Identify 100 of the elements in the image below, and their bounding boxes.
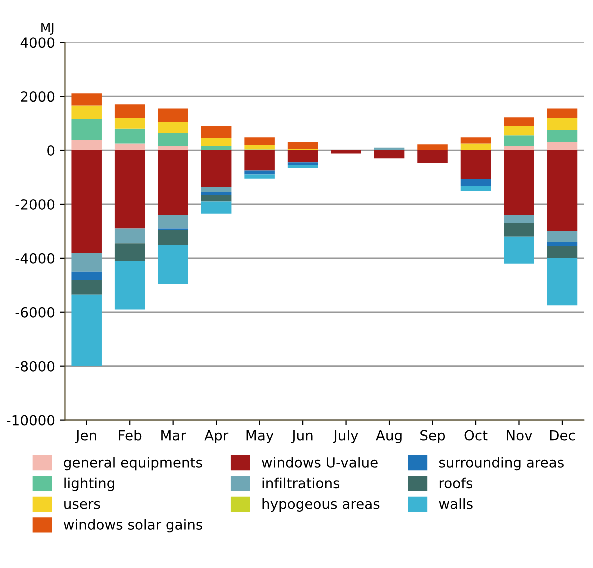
- x-tick-label: May: [246, 430, 274, 444]
- bar: [418, 150, 448, 164]
- bar: [72, 272, 102, 280]
- bar: [547, 130, 578, 142]
- legend-label: windows solar gains: [64, 519, 203, 533]
- bar: [244, 150, 275, 171]
- bar: [547, 242, 578, 246]
- bar: [460, 150, 492, 180]
- bar: [114, 228, 146, 244]
- x-tick-label: Aug: [376, 430, 402, 444]
- x-tick-label: Dec: [550, 430, 576, 441]
- bar: [72, 140, 102, 151]
- bar: [114, 144, 146, 151]
- bar: [244, 170, 275, 175]
- bar: [460, 144, 492, 151]
- bar: [374, 150, 405, 159]
- bar: [114, 118, 146, 129]
- bar: [547, 231, 578, 242]
- bar: [504, 236, 534, 264]
- bar: [201, 195, 232, 202]
- bar: [504, 223, 534, 237]
- x-tick-label: Sep: [420, 430, 446, 444]
- bar: [114, 150, 146, 229]
- bar: [158, 244, 188, 284]
- bar: [547, 246, 578, 258]
- bar: [547, 118, 578, 130]
- y-tick-label: 4000: [20, 38, 55, 48]
- bar: [201, 186, 232, 192]
- x-tick-label: Nov: [507, 430, 532, 441]
- y-tick-label: 2000: [21, 92, 55, 102]
- bar: [72, 106, 102, 120]
- legend-label: general equipments: [64, 457, 202, 471]
- bar: [547, 150, 578, 232]
- bar: [547, 108, 578, 118]
- bar: [158, 230, 188, 245]
- bar: [158, 215, 188, 229]
- bar: [201, 146, 232, 151]
- bar: [72, 253, 102, 272]
- bar: [504, 136, 534, 146]
- y-tick-label: -4000: [16, 253, 55, 264]
- bar: [114, 244, 146, 262]
- bar: [244, 174, 275, 179]
- bar: [201, 150, 232, 187]
- bar: [288, 162, 318, 166]
- bar: [504, 118, 534, 126]
- legend-label: walls: [439, 498, 473, 510]
- x-tick-label: July: [333, 430, 358, 444]
- bar: [504, 126, 534, 136]
- bar: [72, 280, 102, 295]
- x-tick-label: Jun: [291, 430, 313, 444]
- legend-label: users: [64, 501, 100, 510]
- bar: [158, 132, 188, 146]
- bar: [504, 146, 534, 151]
- x-tick-label: Jen: [75, 430, 96, 444]
- bar: [158, 122, 188, 133]
- bar: [158, 108, 188, 122]
- bar: [114, 104, 146, 118]
- bar: [158, 146, 188, 151]
- bar: [374, 148, 405, 151]
- y-axis-title: MJ: [42, 23, 54, 35]
- y-tick-label: -2000: [16, 199, 55, 210]
- bar: [72, 119, 102, 140]
- legend-label: windows U-value: [262, 457, 378, 468]
- x-tick-label: Mar: [162, 430, 186, 441]
- bar: [331, 150, 362, 154]
- y-tick-label: -8000: [16, 361, 55, 372]
- bar: [547, 258, 578, 306]
- bar: [72, 94, 102, 106]
- bar: [460, 179, 492, 186]
- bar: [504, 215, 534, 224]
- legend-label: surrounding areas: [439, 457, 564, 471]
- bar: [114, 128, 146, 144]
- bar: [547, 142, 578, 151]
- x-tick-label: Oct: [464, 430, 488, 441]
- bar: [201, 138, 232, 146]
- legend-label: lighting: [64, 478, 114, 492]
- legend-label: hypogeous areas: [262, 498, 380, 512]
- bar: [114, 261, 146, 310]
- x-tick-label: Feb: [119, 430, 142, 441]
- y-tick-label: -10000: [6, 415, 55, 426]
- bar: [244, 145, 275, 150]
- bar: [158, 150, 188, 216]
- y-tick-label: -6000: [16, 307, 55, 318]
- bar: [201, 202, 232, 214]
- bar: [460, 186, 492, 192]
- bar: [418, 144, 448, 151]
- bar: [72, 150, 102, 254]
- bar: [504, 150, 534, 216]
- bar: [288, 142, 318, 150]
- bar: [201, 126, 232, 138]
- legend-label: infiltrations: [262, 478, 340, 489]
- bar: [72, 294, 102, 366]
- bar: [460, 138, 492, 144]
- legend-label: roofs: [440, 478, 473, 489]
- y-tick-label: 0: [48, 145, 55, 156]
- x-tick-label: Apr: [204, 430, 229, 444]
- bar: [244, 138, 275, 146]
- bar: [288, 150, 318, 163]
- bar: [288, 165, 318, 168]
- bar: [201, 192, 232, 196]
